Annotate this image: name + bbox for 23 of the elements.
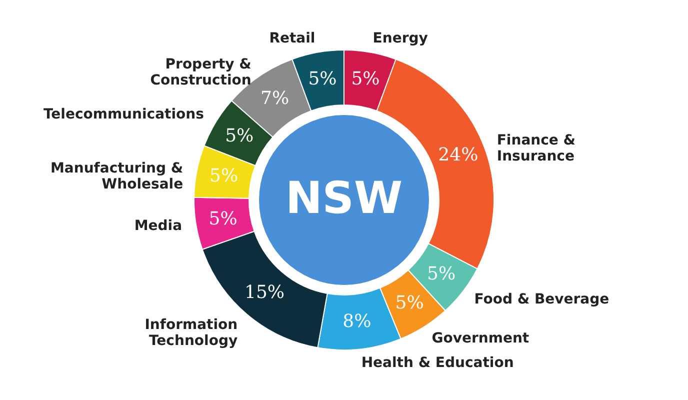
slice-label: Telecommunications xyxy=(43,106,204,123)
slice-label: Information Technology xyxy=(144,316,238,349)
slice-label: Manufacturing & Wholesale xyxy=(50,160,184,192)
data-label: 7% xyxy=(260,88,290,109)
data-label: 15% xyxy=(244,282,285,304)
text: NSW xyxy=(285,173,403,224)
slice-label: Retail xyxy=(269,30,316,47)
data-label: 5% xyxy=(210,165,238,186)
slice-label: Energy xyxy=(372,30,428,47)
data-label: 5% xyxy=(351,68,380,90)
data-label: 5% xyxy=(308,68,337,90)
slice-label: Food & Beverage xyxy=(474,292,610,308)
data-label: 5% xyxy=(208,208,238,230)
data-label: 5% xyxy=(225,125,254,146)
data-label: 5% xyxy=(395,292,424,314)
slice-label: Property & Construction xyxy=(150,56,252,89)
slice-label: Government xyxy=(432,330,530,347)
data-label: 8% xyxy=(342,310,372,332)
data-label: 5% xyxy=(427,263,456,284)
slice-label: Health & Education xyxy=(361,355,514,372)
data-label: 24% xyxy=(438,144,478,166)
slice-label: Finance & Insurance xyxy=(496,132,576,165)
slice-label: Media xyxy=(134,218,182,234)
